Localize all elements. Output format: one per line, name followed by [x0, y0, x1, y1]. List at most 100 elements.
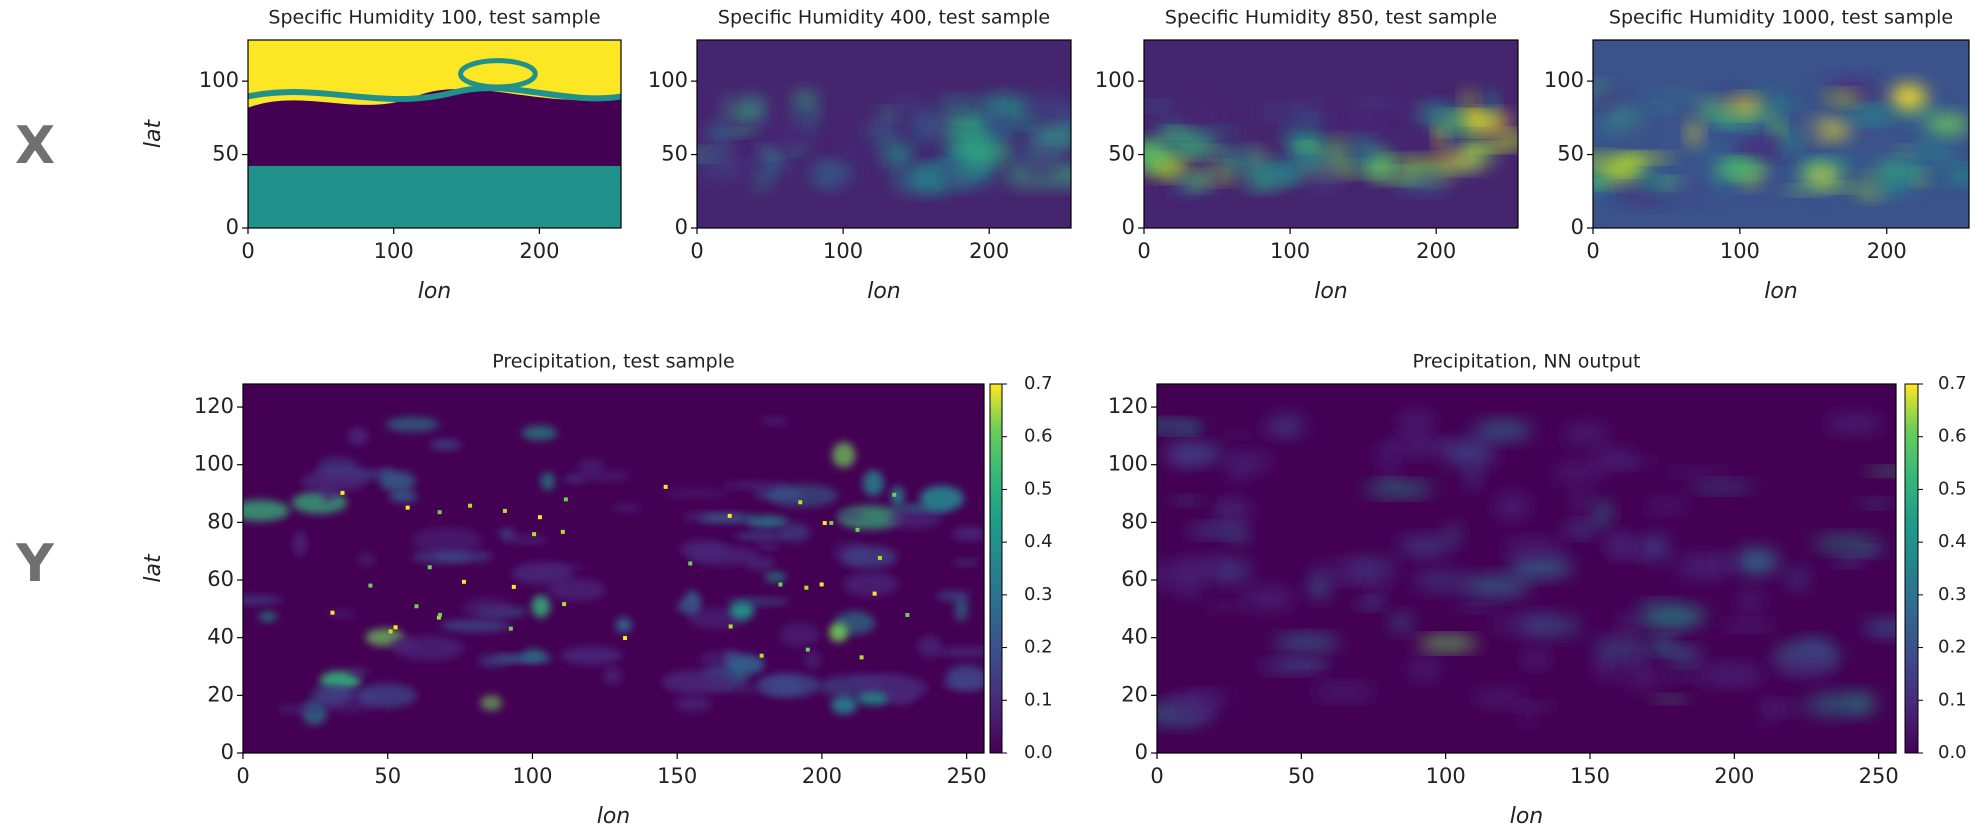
field-texture	[836, 512, 864, 519]
field-texture	[293, 530, 307, 557]
x-tick-label: 150	[657, 764, 697, 788]
field-texture	[1890, 84, 1927, 110]
field-texture	[243, 595, 283, 605]
field-texture	[1593, 190, 1608, 198]
x-axis-label: lon	[867, 279, 901, 304]
field-texture	[563, 497, 568, 502]
field-texture	[889, 99, 924, 115]
field-texture	[347, 427, 369, 446]
colorbar-tick-label: 0.1	[1938, 689, 1967, 710]
field-texture	[531, 595, 551, 618]
field-texture	[1593, 180, 1611, 188]
field-texture	[1184, 172, 1214, 188]
field-texture	[663, 484, 668, 489]
field-texture	[954, 597, 969, 622]
field-texture	[1294, 153, 1321, 167]
colorbar-tick-label: 0.0	[1024, 742, 1053, 763]
field-texture	[1397, 412, 1435, 432]
y-axis-label: lat	[141, 119, 166, 149]
y-tick-label: 0	[1122, 215, 1135, 239]
field-texture	[764, 571, 787, 582]
field-texture	[1918, 168, 1951, 185]
x-tick-label: 250	[1859, 764, 1899, 788]
field-texture	[1645, 90, 1700, 99]
colorbar-tick-label: 0.1	[1024, 689, 1053, 710]
field-texture	[688, 561, 693, 566]
field-texture	[726, 654, 765, 675]
field-texture	[888, 507, 942, 529]
field-texture	[1665, 468, 1732, 476]
field-texture	[1801, 140, 1824, 155]
field-texture	[248, 85, 621, 103]
field-texture	[727, 513, 732, 518]
field-texture	[661, 670, 732, 694]
field-texture	[819, 582, 824, 587]
field-texture	[358, 553, 375, 566]
field-texture	[1222, 499, 1252, 523]
field-texture	[258, 611, 278, 622]
field-texture	[1399, 536, 1451, 556]
field-texture	[951, 527, 984, 541]
field-texture	[958, 142, 1013, 163]
field-texture	[699, 158, 744, 178]
y-tick-label: 40	[207, 625, 234, 649]
y-tick-label: 100	[1095, 68, 1135, 92]
field-texture	[437, 510, 442, 515]
field-texture	[987, 107, 1004, 132]
x-tick-label: 0	[1137, 239, 1150, 263]
field-texture	[463, 597, 513, 619]
field-texture	[623, 636, 628, 641]
field-texture	[838, 181, 865, 188]
field-texture	[532, 532, 537, 537]
field-texture	[1267, 415, 1306, 436]
field-texture	[905, 612, 910, 617]
field-texture	[892, 492, 897, 497]
x-axis-label: lon	[1510, 804, 1544, 829]
field-texture	[1621, 664, 1666, 689]
field-texture	[385, 416, 440, 432]
heatmap-image	[243, 384, 984, 753]
field-texture	[1645, 498, 1688, 513]
field-texture	[843, 571, 899, 597]
field-texture	[1868, 174, 1916, 195]
field-texture	[936, 646, 984, 657]
x-axis-label: lon	[597, 804, 631, 829]
field-texture	[1802, 164, 1841, 187]
field-texture	[756, 673, 821, 698]
field-texture	[547, 578, 606, 601]
plot-frame	[1592, 39, 1970, 229]
field-texture	[1462, 91, 1477, 113]
y-tick-label: 60	[207, 567, 234, 591]
field-texture	[1619, 153, 1675, 162]
field-texture	[758, 125, 811, 148]
field-texture	[458, 58, 538, 90]
field-texture	[1455, 605, 1498, 612]
field-texture	[872, 591, 877, 596]
field-texture	[1165, 134, 1218, 155]
field-texture	[511, 584, 516, 589]
field-texture	[508, 626, 513, 631]
colorbar-tick-label: 0.4	[1938, 531, 1967, 552]
field-texture	[1712, 554, 1733, 567]
field-texture	[1308, 165, 1340, 187]
field-texture	[1444, 526, 1462, 544]
field-texture	[888, 681, 917, 706]
field-texture	[856, 692, 891, 706]
field-texture	[243, 499, 290, 522]
field-texture	[1169, 444, 1227, 463]
y-tick-label: 0	[221, 740, 234, 764]
field-texture	[1176, 557, 1228, 578]
field-texture	[1666, 670, 1701, 681]
field-texture	[734, 532, 789, 540]
field-texture	[1592, 637, 1648, 659]
x-tick-label: 200	[802, 764, 842, 788]
field-texture	[1519, 615, 1583, 637]
field-texture	[778, 107, 820, 125]
field-texture	[676, 600, 699, 613]
plot-frame	[1156, 383, 1897, 754]
y-tick-label: 0	[1135, 740, 1148, 764]
field-texture	[785, 171, 839, 178]
field-texture	[1449, 125, 1462, 151]
field-texture	[340, 490, 345, 495]
